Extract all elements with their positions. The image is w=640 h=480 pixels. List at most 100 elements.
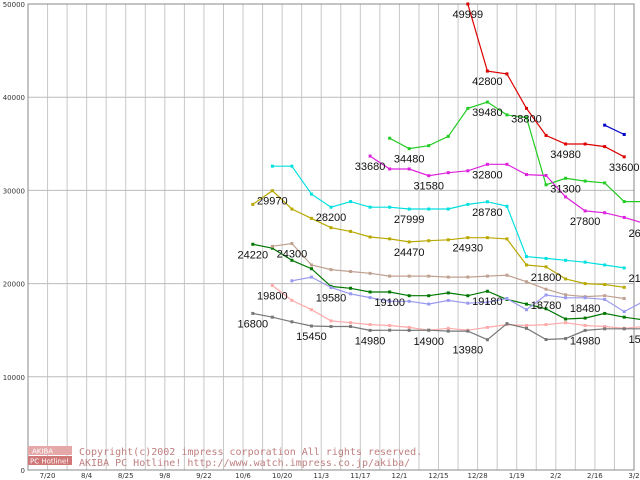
data-point [427,239,431,243]
data-point [388,167,392,171]
series-line [368,154,640,223]
data-point [583,179,587,183]
data-point [603,211,607,215]
data-point [466,301,470,305]
data-label: 33680 [355,161,386,173]
data-point [368,328,372,332]
data-point [564,142,568,146]
data-point [524,255,528,259]
data-label: 28200 [316,212,347,224]
data-point [622,266,626,270]
data-label: 28780 [472,207,503,219]
data-label: 19580 [316,293,347,305]
data-label: 14900 [413,336,444,348]
data-point [603,327,607,331]
data-point [290,258,294,262]
series-line [388,100,640,204]
data-point [290,207,294,211]
data-point [505,322,509,326]
data-point [309,308,313,312]
data-point [544,265,548,269]
x-tick-label: 10/6 [235,472,251,480]
data-point [388,324,392,328]
data-point [388,290,392,294]
data-point [564,277,568,281]
data-point [446,298,450,302]
series-line [466,2,626,159]
y-tick-label: 30000 [3,187,25,195]
x-tick-label: 9/22 [196,472,212,480]
copyright-text: Copyright(c)2002 impress corporation All… [79,447,422,458]
data-label: 27999 [394,214,425,226]
data-point [544,323,548,327]
series-line [603,123,626,136]
data-point [349,269,353,273]
data-point [485,236,489,240]
data-point [270,246,274,250]
data-point [290,242,294,246]
data-point [427,144,431,148]
data-point [466,236,470,240]
y-tick-label: 40000 [3,94,25,102]
data-point [505,113,509,117]
data-point [388,274,392,278]
series-path [389,101,640,203]
data-point [622,310,626,314]
data-point [603,324,607,328]
data-point [329,268,333,272]
data-label: 13980 [453,345,484,357]
data-label: 27800 [570,216,601,228]
data-point [446,134,450,138]
data-point [329,286,333,290]
data-point [388,299,392,303]
data-point [329,319,333,323]
y-tick-label: 10000 [3,374,25,382]
data-point [349,229,353,233]
data-point [544,293,548,297]
data-point [603,263,607,267]
data-label: 24220 [238,249,269,261]
data-point [583,328,587,332]
data-point [622,215,626,219]
y-tick-label: 50000 [3,1,25,9]
data-point [427,274,431,278]
data-label: 19180 [472,296,503,308]
y-tick-label: 20000 [3,281,25,289]
data-point [427,207,431,211]
data-point [524,280,528,284]
data-point [251,202,255,206]
data-point [309,216,313,220]
data-point [407,299,411,303]
data-point [270,189,274,193]
data-point [388,205,392,209]
logo-top-text: AKIBA [32,448,53,456]
data-point [407,294,411,298]
data-point [622,327,626,331]
data-point [270,244,274,248]
data-point [368,290,372,294]
data-point [603,181,607,185]
data-point [466,275,470,279]
data-point [485,300,489,304]
data-point [270,164,274,168]
data-point [368,154,372,158]
x-tick-label: 12/1 [392,472,408,480]
data-point [309,324,313,328]
data-label: 18480 [570,303,601,315]
x-tick-label: 9/8 [159,472,170,480]
data-label: 34980 [550,149,581,161]
data-point [603,311,607,315]
data-point [251,311,255,315]
data-label: 32800 [472,169,503,181]
data-point [427,294,431,298]
data-point [485,162,489,166]
data-point [466,202,470,206]
data-point [388,237,392,241]
data-label: 15150 [628,334,640,346]
data-point [446,207,450,211]
data-point [564,317,568,321]
x-tick-label: 11/17 [350,472,370,480]
data-point [603,145,607,149]
series-line [290,275,640,314]
data-label: 26480 [628,228,640,240]
